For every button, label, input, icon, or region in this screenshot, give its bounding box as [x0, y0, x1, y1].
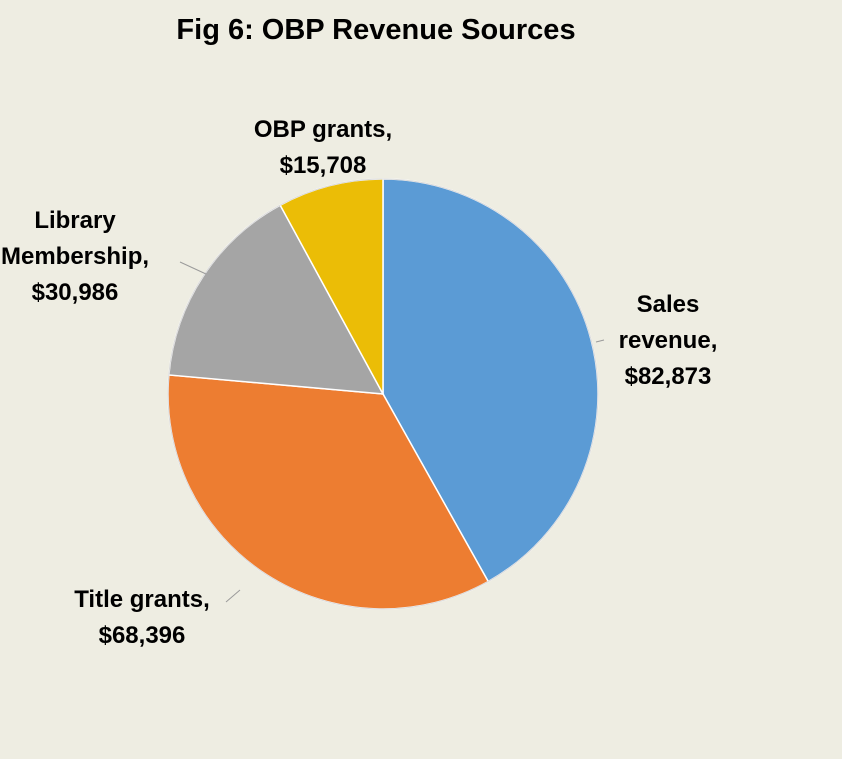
data-label-line: revenue, — [619, 327, 718, 354]
data-label-line: $30,986 — [32, 279, 119, 306]
data-label-line: Sales — [637, 291, 700, 318]
chart-title: Fig 6: OBP Revenue Sources — [176, 14, 576, 46]
data-label-obp-grants: OBP grants, $15,708 — [254, 116, 392, 179]
data-label-line: $15,708 — [280, 152, 367, 179]
data-label-title-grants: Title grants, $68,396 — [74, 586, 210, 649]
data-label-sales-revenue: Sales revenue, $82,873 — [619, 291, 718, 390]
data-label-line: $68,396 — [99, 622, 186, 649]
leader-line-title-grants — [225, 589, 241, 603]
data-label-line: $82,873 — [625, 363, 712, 390]
leader-line-library-membership — [179, 261, 207, 275]
data-label-library-membership: Library Membership, $30,986 — [1, 207, 149, 306]
data-label-line: OBP grants, — [254, 116, 392, 143]
data-label-line: Membership, — [1, 243, 149, 270]
data-label-line: Library — [34, 207, 116, 234]
data-label-line: Title grants, — [74, 586, 210, 613]
pie-outline — [167, 178, 599, 610]
leader-line-sales-revenue — [595, 339, 605, 343]
